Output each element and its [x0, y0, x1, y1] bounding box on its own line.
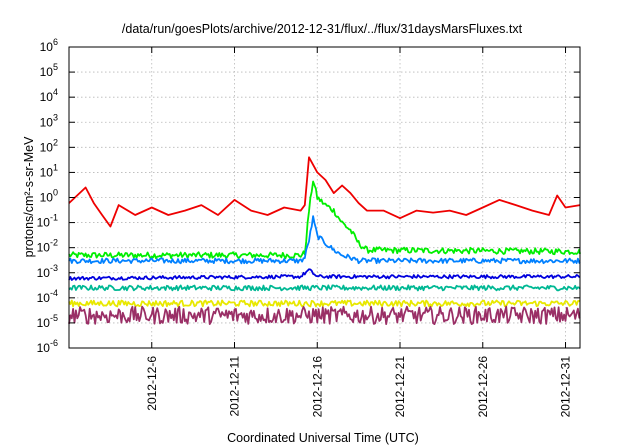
- y-tick-label: 105: [40, 62, 58, 79]
- y-tick-label: 10-1: [37, 213, 58, 230]
- y-tick-label: 106: [40, 37, 58, 54]
- series-line-6: [68, 299, 581, 308]
- chart-title: /data/run/goesPlots/archive/2012-12-31/f…: [122, 22, 523, 36]
- plot-area: 10-6 10-5 10-4 10-3 10-2 10-1 100 101 102 103 104 1…: [37, 37, 581, 418]
- x-tick-label: 2012-12-16: [310, 356, 324, 418]
- series-line-7: [68, 305, 581, 325]
- y-tick-label: 10-2: [37, 238, 58, 255]
- y-tick-label: 10-6: [37, 338, 58, 355]
- y-tick-label: 101: [40, 162, 58, 179]
- series-line-5: [68, 284, 581, 292]
- x-tick-label: 2012-12-31: [559, 356, 573, 418]
- y-tick-label: 102: [40, 137, 58, 154]
- series-line-4: [68, 268, 581, 281]
- y-tick-label: 100: [40, 188, 58, 205]
- x-tick-label: 2012-12-21: [393, 356, 407, 418]
- y-tick-label: 104: [40, 87, 58, 104]
- x-tick-label: 2012-12-6: [145, 356, 159, 411]
- x-axis-label: Coordinated Universal Time (UTC): [227, 431, 419, 445]
- x-tick-label: 2012-12-11: [228, 356, 242, 417]
- y-tick-label: 103: [40, 112, 58, 129]
- series-line-3: [68, 215, 581, 265]
- x-tick-label: 2012-12-26: [476, 356, 490, 418]
- y-tick-label: 10-4: [37, 288, 58, 305]
- y-axis-label: protons/cm²-s-sr-MeV: [22, 136, 36, 258]
- series-line-1: [68, 156, 581, 228]
- series-line-2: [68, 180, 581, 260]
- y-tick-label: 10-3: [37, 263, 58, 280]
- y-tick-label: 10-5: [37, 313, 58, 330]
